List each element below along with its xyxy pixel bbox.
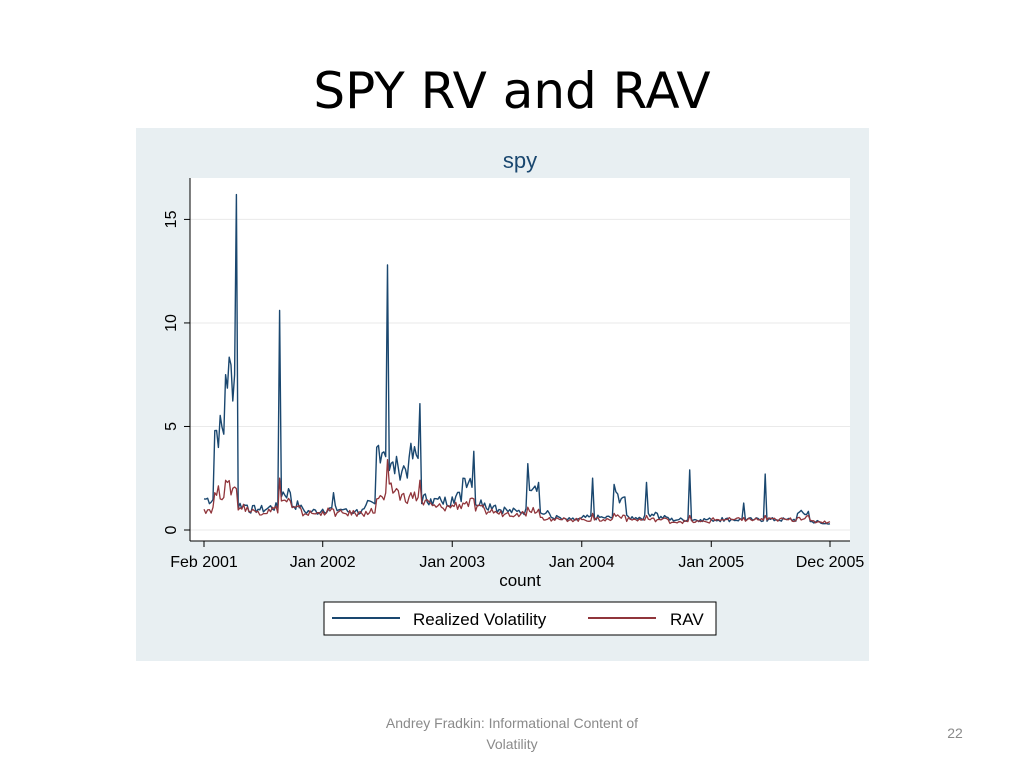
x-tick-label: Jan 2004 — [549, 554, 615, 571]
chart-title: spy — [503, 148, 537, 173]
rv-rav-chart: spy 0 5 10 15 Feb 2001 Jan 2002 Jan 2003 Jan 20… — [163, 148, 864, 636]
legend: Realized Volatility RAV — [323, 601, 717, 636]
chart-panel: spy 0 5 10 15 Feb 2001 Jan 2002 Jan 2003 Jan 20… — [136, 128, 869, 661]
footer-text: Andrey Fradkin: Informational Content of… — [385, 715, 639, 752]
x-tick-label: Jan 2002 — [290, 554, 356, 571]
x-tick-label: Jan 2005 — [678, 554, 744, 571]
legend-label-rav: RAV — [670, 610, 704, 629]
y-tick-label: 15 — [163, 210, 180, 228]
y-tick-label: 0 — [163, 525, 180, 534]
x-axis-label: count — [499, 571, 541, 590]
series-lines — [203, 193, 831, 525]
page-number: 22 — [947, 725, 963, 741]
plot-area — [190, 178, 850, 541]
rav-series-line — [203, 458, 831, 525]
rv-series-line — [203, 193, 831, 525]
x-tick-label: Jan 2003 — [419, 554, 485, 571]
x-tick-label: Feb 2001 — [170, 554, 238, 571]
y-tick-label: 5 — [163, 422, 180, 431]
grid-lines — [190, 218, 850, 531]
legend-label-rv: Realized Volatility — [413, 610, 547, 629]
axes: 0 5 10 15 Feb 2001 Jan 2002 Jan 2003 Jan 2004 Ja… — [163, 178, 864, 571]
x-tick-label: Dec 2005 — [796, 554, 865, 571]
slide-title: SPY RV and RAV — [313, 62, 711, 120]
y-tick-label: 10 — [163, 314, 180, 332]
